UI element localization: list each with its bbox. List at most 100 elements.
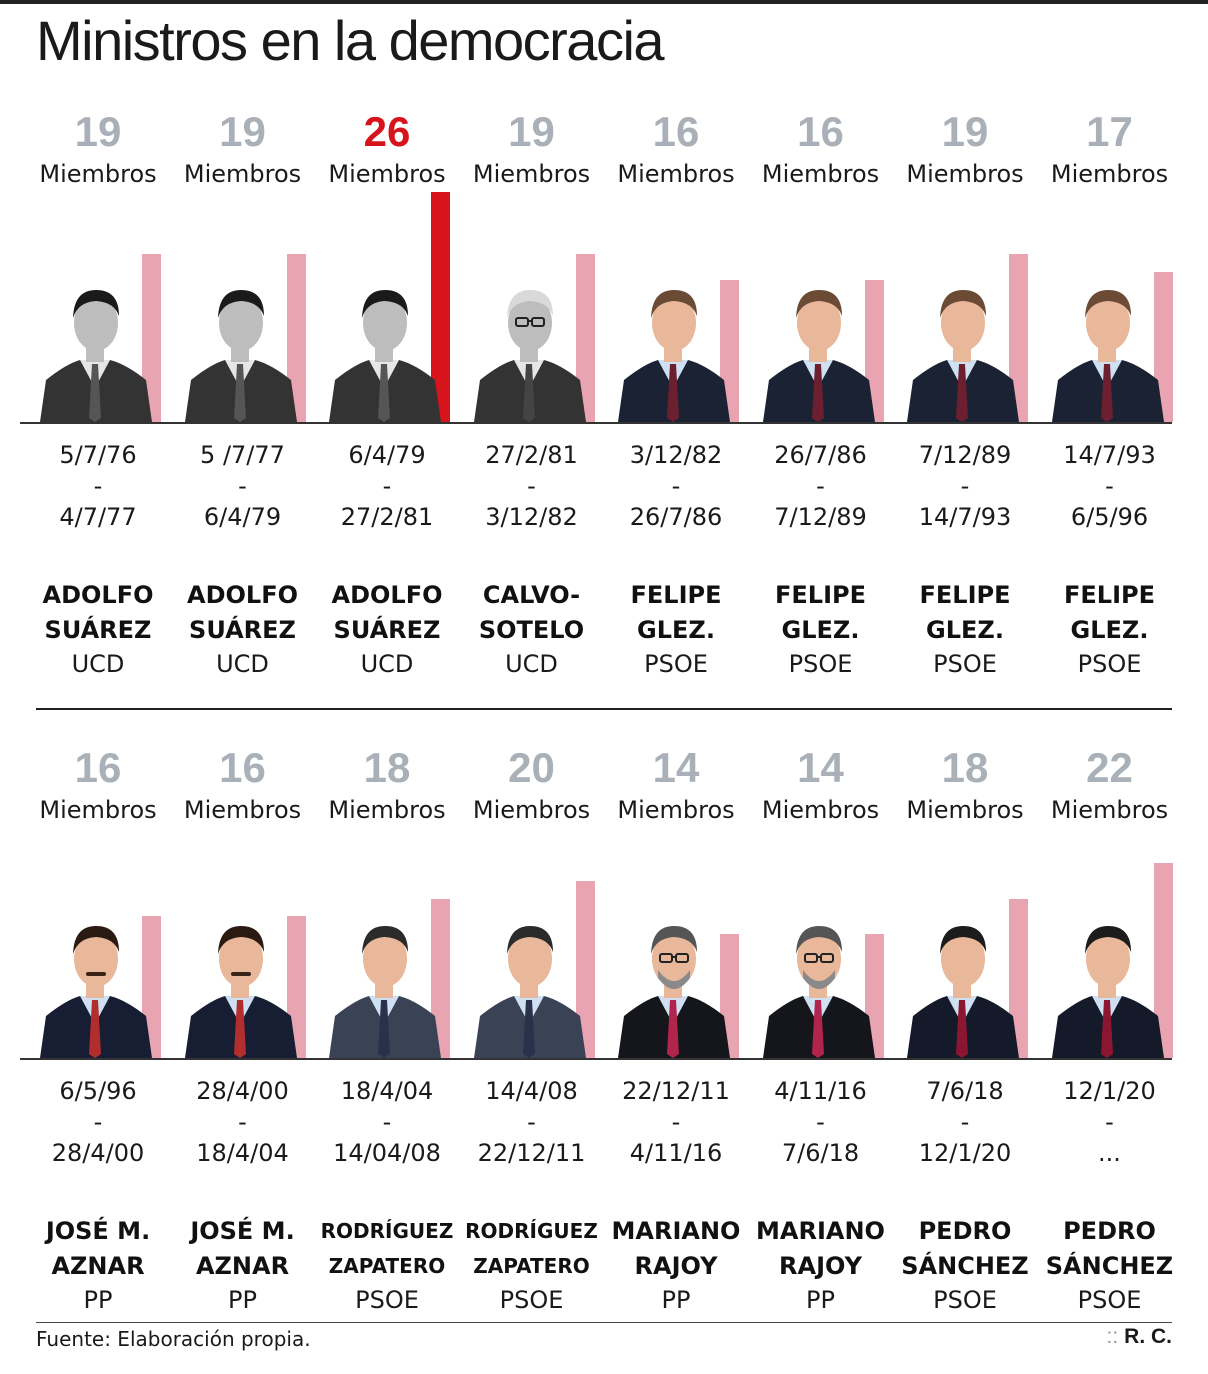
- members-label: Miembros: [761, 796, 880, 824]
- members-label: Miembros: [906, 796, 1024, 824]
- term-sep: -: [816, 472, 825, 500]
- term-start: 3/12/82: [629, 441, 723, 469]
- party-label: PP: [83, 1286, 113, 1314]
- party-label: PP: [228, 1286, 257, 1314]
- term-start: 7/12/89: [918, 441, 1012, 469]
- president-name-line: RAJOY: [634, 1252, 718, 1280]
- term-dates: 26/7/86 - 7/12/89: [749, 440, 893, 533]
- term-end: 14/7/93: [918, 503, 1012, 531]
- government-column: 22 Miembros 12/1/20 -... PEDRO SÁNCHEZ PSOE: [1038, 744, 1182, 1314]
- term-sep: -: [527, 1108, 536, 1136]
- government-column: 16 Miembros 28/4/00 - 18/4/04 JOSÉ M. AZNAR PP: [171, 744, 315, 1314]
- president-name-line: SUÁREZ: [333, 616, 441, 644]
- suarez-photo: [325, 268, 443, 422]
- members-count: 14: [797, 744, 844, 791]
- government-column: 19 Miembros 5/7/76 - 4/7/77 ADOLFO SUÁREZ UCD: [26, 108, 170, 678]
- party-label: PSOE: [933, 650, 997, 678]
- party-label: PSOE: [933, 1286, 997, 1314]
- author-credit: :: R. C.: [1106, 1325, 1172, 1349]
- members-label: Miembros: [472, 796, 591, 824]
- government-column: 14 Miembros 4/11/16 - 7/6/18 MARIANO RAJOY PP: [749, 744, 893, 1314]
- term-end: ...: [1098, 1139, 1121, 1167]
- term-dates: 12/1/20 -...: [1038, 1076, 1182, 1169]
- felipe-gonzalez-photo: [1048, 268, 1166, 422]
- term-end: 6/5/96: [1070, 503, 1149, 531]
- party-label: PSOE: [499, 1286, 564, 1314]
- term-end: 4/7/77: [59, 503, 137, 531]
- term-end: 7/6/18: [781, 1139, 860, 1167]
- president-name-line: FELIPE: [1064, 581, 1155, 609]
- government-column: 19 Miembros 5 /7/77 - 6/4/79 ADOLFO SUÁREZ UCD: [171, 108, 315, 678]
- president-name-line: JOSÉ M.: [45, 1217, 151, 1245]
- term-dates: 4/11/16 - 7/6/18: [749, 1076, 893, 1169]
- term-sep: -: [1105, 472, 1114, 500]
- party-label: PSOE: [644, 650, 708, 678]
- president-name-line: GLEZ.: [637, 616, 715, 644]
- government-column: 16 Miembros 26/7/86 - 7/12/89 FELIPE GLEZ. PSOE: [749, 108, 893, 678]
- bars-baseline: [20, 1058, 1172, 1060]
- term-dates: 27/2/81 - 3/12/82: [460, 440, 604, 533]
- president-name-line: FELIPE: [630, 581, 722, 609]
- members-bar: [575, 881, 595, 1058]
- president-name-line: SUÁREZ: [44, 616, 152, 644]
- term-start: 5 /7/77: [200, 441, 285, 469]
- president-name-line: GLEZ.: [1070, 616, 1149, 644]
- members-bar: [286, 253, 306, 422]
- zapatero-photo: [470, 904, 588, 1058]
- term-dates: 6/4/79 - 27/2/81: [315, 440, 459, 533]
- term-end: 14/04/08: [333, 1139, 441, 1167]
- term-dates: 18/4/04 - 14/04/08: [315, 1076, 459, 1169]
- members-count: 19: [74, 108, 122, 155]
- bars-baseline: [20, 422, 1172, 424]
- term-dates: 14/4/08 - 22/12/11: [460, 1076, 604, 1169]
- members-count: 19: [508, 108, 555, 155]
- aznar-photo: [36, 904, 154, 1058]
- term-sep: -: [93, 472, 103, 500]
- members-count: 19: [941, 108, 989, 155]
- term-dates: 5 /7/77 - 6/4/79: [171, 440, 315, 533]
- felipe-gonzalez-photo: [903, 268, 1021, 422]
- government-column: 20 Miembros 14/4/08 - 22/12/11 RODRÍGUEZ ZAPAT…: [460, 744, 604, 1314]
- president-name-line: PEDRO: [1063, 1217, 1156, 1245]
- rajoy-photo: [759, 904, 877, 1058]
- president-name-line: ADOLFO: [187, 581, 298, 609]
- term-sep: -: [238, 472, 247, 500]
- footer-rule: [36, 1322, 1172, 1323]
- party-label: PSOE: [1077, 650, 1142, 678]
- term-dates: 22/12/11 - 4/11/16: [604, 1076, 748, 1169]
- term-start: 4/11/16: [774, 1077, 867, 1105]
- zapatero-photo: [325, 904, 443, 1058]
- term-sep: -: [93, 1108, 103, 1136]
- members-label: Miembros: [617, 796, 735, 824]
- members-bar: [1153, 271, 1173, 422]
- term-start: 14/7/93: [1063, 441, 1156, 469]
- party-label: PSOE: [1077, 1286, 1142, 1314]
- government-column: 19 Miembros 27/2/81 - 3/12/82 CALVO- SOTELO UCD: [460, 108, 604, 678]
- president-name-line: ADOLFO: [42, 581, 154, 609]
- members-bar: [1153, 863, 1173, 1058]
- members-label: Miembros: [761, 160, 880, 188]
- members-label: Miembros: [472, 160, 591, 188]
- suarez-photo: [36, 268, 154, 422]
- term-dates: 3/12/82 - 26/7/86: [604, 440, 748, 533]
- president-name-line: ADOLFO: [331, 581, 443, 609]
- government-column: 26 Miembros 6/4/79 - 27/2/81 ADOLFO SUÁREZ UCD: [315, 108, 459, 678]
- members-label: Miembros: [617, 160, 735, 188]
- members-count: 16: [652, 108, 700, 155]
- members-label: Miembros: [328, 796, 446, 824]
- president-name-line: RODRÍGUEZ: [465, 1219, 598, 1243]
- credit-text: R. C.: [1124, 1325, 1172, 1348]
- president-name-line: RODRÍGUEZ: [320, 1219, 454, 1243]
- term-end: 22/12/11: [477, 1139, 586, 1167]
- term-start: 5/7/76: [59, 441, 137, 469]
- term-dates: 14/7/93 - 6/5/96: [1038, 440, 1182, 533]
- term-start: 22/12/11: [622, 1077, 730, 1105]
- members-count: 26: [363, 108, 411, 155]
- government-column: 18 Miembros 7/6/18 - 12/1/20 PEDRO SÁNCHEZ PSOE: [893, 744, 1037, 1314]
- president-name-line: SOTELO: [478, 616, 585, 644]
- term-sep: -: [382, 472, 392, 500]
- sanchez-photo: [903, 904, 1021, 1058]
- members-label: Miembros: [39, 160, 157, 188]
- government-column: 18 Miembros 18/4/04 - 14/04/08 RODRÍGUEZ ZAPAT…: [315, 744, 459, 1314]
- members-bar: [142, 253, 161, 422]
